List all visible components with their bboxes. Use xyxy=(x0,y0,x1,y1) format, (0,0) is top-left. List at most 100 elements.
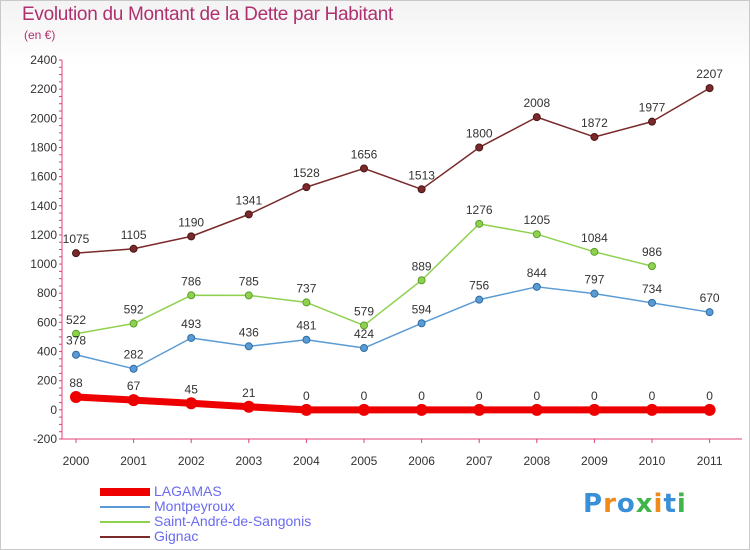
y-tick-label: 2200 xyxy=(30,82,57,96)
x-tick-label: 2011 xyxy=(697,454,723,468)
data-label: 2207 xyxy=(696,67,723,81)
series-layer xyxy=(70,84,716,416)
proxiti-logo: Proxiti xyxy=(583,489,687,519)
data-label: 0 xyxy=(649,389,656,403)
legend-label: Gignac xyxy=(154,528,199,544)
data-label: 1276 xyxy=(466,203,493,217)
y-tick-label: 400 xyxy=(37,345,57,359)
data-label: 0 xyxy=(303,389,310,403)
data-label: 0 xyxy=(476,389,483,403)
data-point xyxy=(532,113,541,122)
data-point xyxy=(703,403,716,416)
chart-subtitle: (en €) xyxy=(24,28,56,42)
data-label: 844 xyxy=(527,266,547,280)
data-point xyxy=(360,344,368,353)
chart-title: Evolution du Montant de la Dette par Hab… xyxy=(22,4,393,25)
legend-swatch xyxy=(100,488,150,496)
data-label: 756 xyxy=(469,279,489,293)
data-point xyxy=(532,282,541,291)
data-point xyxy=(648,262,656,271)
data-label: 45 xyxy=(185,382,199,396)
y-tick-label: -200 xyxy=(33,432,57,446)
data-point xyxy=(532,230,541,239)
data-point xyxy=(302,335,311,344)
data-point xyxy=(588,403,601,416)
data-point xyxy=(530,403,543,416)
legend-label: Saint-André-de-Sangonis xyxy=(154,513,312,529)
data-point xyxy=(473,403,486,416)
data-label: 734 xyxy=(642,282,662,296)
data-point xyxy=(70,391,82,404)
data-point xyxy=(705,308,714,317)
data-label: 737 xyxy=(296,281,316,295)
legend-label: Montpeyroux xyxy=(154,498,235,514)
data-point xyxy=(127,394,140,407)
data-point xyxy=(646,403,658,416)
legend-label: LAGAMAS xyxy=(154,483,222,499)
data-point xyxy=(475,143,484,152)
data-label: 1341 xyxy=(235,193,262,207)
y-tick-label: 200 xyxy=(37,374,57,388)
data-point xyxy=(72,249,80,258)
data-label: 670 xyxy=(700,291,720,305)
legend-swatch xyxy=(100,536,150,538)
data-point xyxy=(72,350,80,359)
data-point xyxy=(360,321,368,330)
data-label: 594 xyxy=(412,302,432,316)
data-point xyxy=(244,210,253,219)
data-point xyxy=(244,342,253,351)
x-tick-label: 2004 xyxy=(293,454,320,468)
data-point xyxy=(417,319,426,328)
data-label: 797 xyxy=(584,273,604,287)
data-point xyxy=(590,247,599,256)
data-label: 1075 xyxy=(63,232,90,246)
data-point xyxy=(244,291,253,300)
data-label: 1528 xyxy=(293,166,320,180)
data-label: 579 xyxy=(354,304,374,318)
x-tick-label: 2000 xyxy=(63,454,90,468)
series-line-montpeyroux xyxy=(75,286,711,370)
data-label: 493 xyxy=(181,317,201,331)
data-label: 1205 xyxy=(523,213,550,227)
y-tick-label: 0 xyxy=(50,403,57,417)
data-label: 786 xyxy=(181,274,201,288)
data-point xyxy=(185,397,198,410)
data-label: 592 xyxy=(124,303,144,317)
legend-swatch xyxy=(100,506,150,508)
x-tick-label: 2002 xyxy=(178,454,205,468)
data-point xyxy=(360,164,368,173)
y-tick-label: 1600 xyxy=(30,170,57,184)
x-tick-label: 2005 xyxy=(351,454,378,468)
data-label: 1105 xyxy=(121,228,147,242)
x-tick-label: 2009 xyxy=(581,454,608,468)
data-label: 0 xyxy=(361,389,368,403)
data-label: 785 xyxy=(239,274,259,288)
data-label: 378 xyxy=(66,334,86,348)
y-tick-label: 1400 xyxy=(30,199,57,213)
x-tick-label: 2006 xyxy=(408,454,435,468)
data-point xyxy=(129,244,138,253)
data-point xyxy=(187,232,196,241)
data-point xyxy=(242,400,255,413)
y-tick-label: 2400 xyxy=(30,53,57,67)
data-point xyxy=(590,289,599,298)
data-label: 1513 xyxy=(408,168,435,182)
data-point xyxy=(187,333,196,342)
y-tick-label: 800 xyxy=(37,286,57,300)
data-label: 67 xyxy=(127,379,141,393)
data-label: 1084 xyxy=(581,231,608,245)
y-tick-label: 2000 xyxy=(30,111,57,125)
series-line-gignac xyxy=(75,87,711,254)
data-label: 1872 xyxy=(581,116,608,130)
x-tick-label: 2001 xyxy=(120,454,147,468)
y-tick-label: 1000 xyxy=(30,257,57,271)
data-label: 0 xyxy=(591,389,598,403)
x-tick-label: 2003 xyxy=(235,454,262,468)
data-label: 0 xyxy=(533,389,540,403)
y-tick-label: 600 xyxy=(37,315,57,329)
data-label: 1800 xyxy=(466,126,493,140)
data-label: 1656 xyxy=(351,147,378,161)
data-point xyxy=(129,364,138,373)
